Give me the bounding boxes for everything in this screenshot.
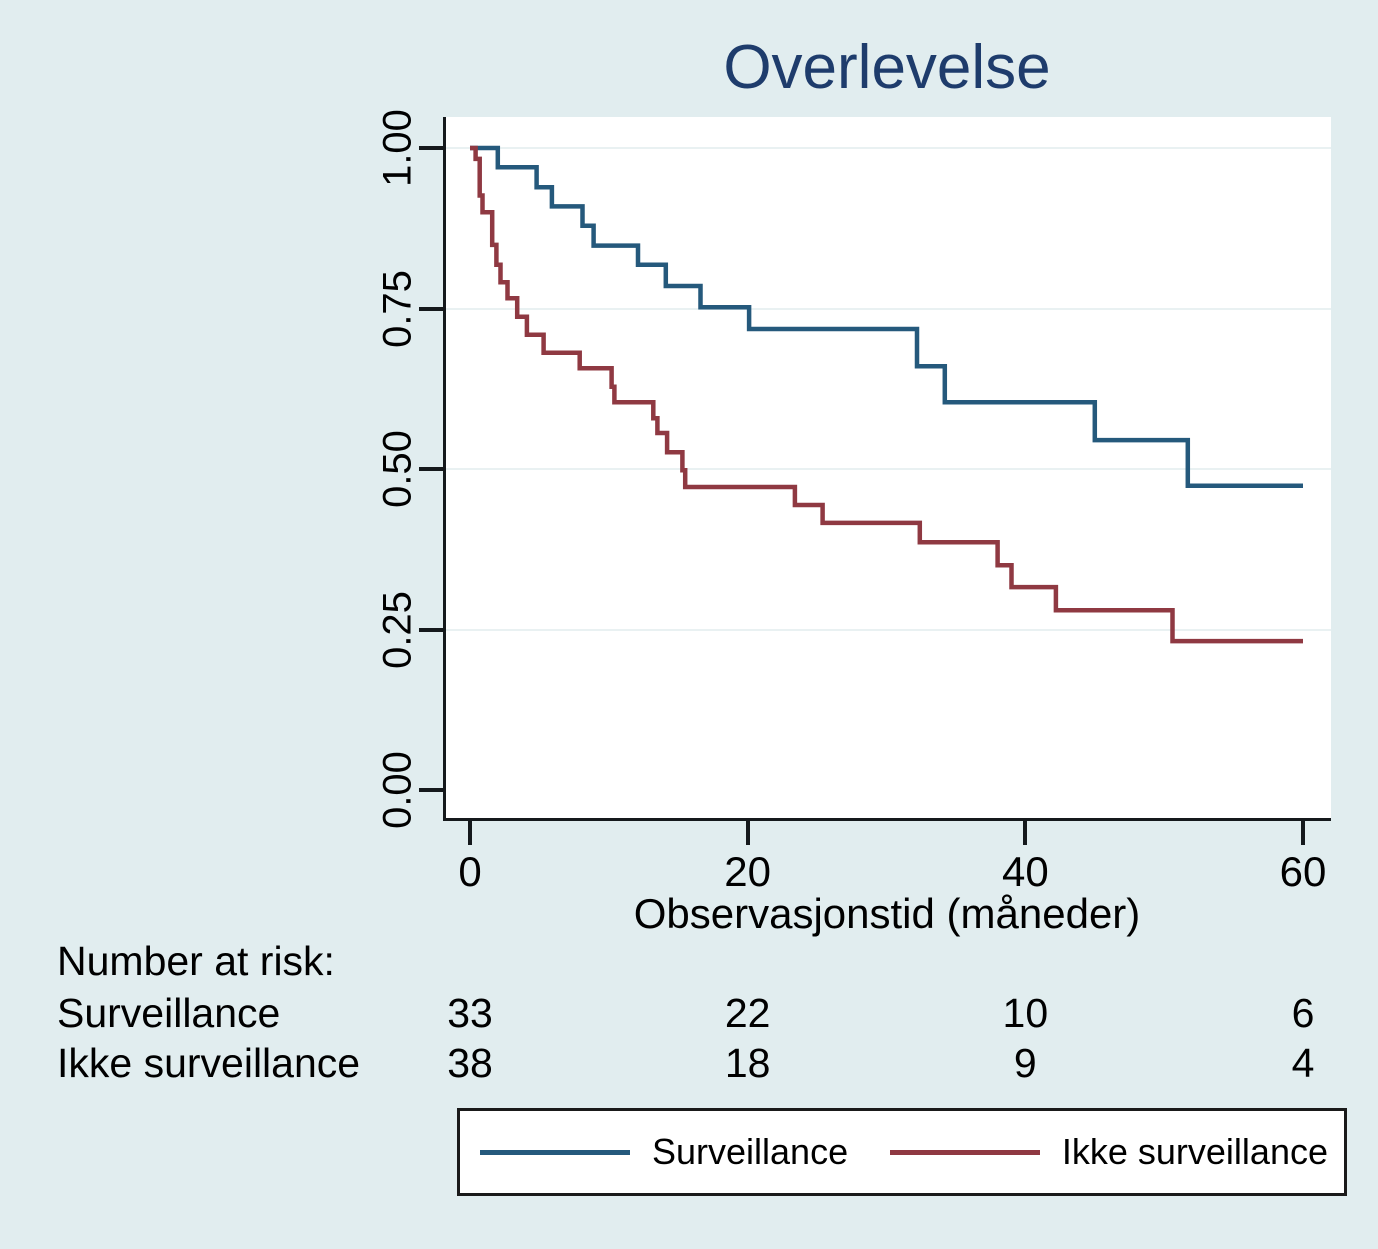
risk-count: 10	[1002, 990, 1049, 1036]
survival-curves	[470, 145, 1303, 644]
y-tick-label-0.25: 0.25	[375, 590, 420, 669]
risk-count: 6	[1291, 990, 1315, 1036]
x-tick-label-40: 40	[1001, 848, 1049, 895]
y-tick-1.00	[419, 146, 443, 150]
gridline-y-0.25	[446, 628, 1331, 631]
legend-item-ikke-surveillance: Ikke surveillance	[889, 1131, 1328, 1173]
risk-count: 33	[447, 990, 493, 1036]
x-tick-0	[468, 821, 472, 845]
x-tick-label-0: 0	[458, 848, 482, 895]
legend-line-sample	[480, 1149, 630, 1155]
legend-item-label: Surveillance	[652, 1131, 849, 1172]
risk-count: 38	[447, 1040, 493, 1086]
gridline-y-0.75	[446, 307, 1331, 310]
y-tick-label-0.75: 0.75	[375, 269, 420, 348]
risk-count: 22	[724, 990, 771, 1036]
gridline-y-1.00	[446, 147, 1331, 149]
plot-area	[443, 117, 1331, 821]
x-tick-40	[1023, 821, 1028, 845]
legend-item-label: Ikke surveillance	[1061, 1131, 1328, 1172]
x-tick-label-60: 60	[1279, 848, 1327, 895]
x-tick-label-20: 20	[724, 848, 772, 895]
x-tick-20	[745, 821, 750, 845]
risk-count: 4	[1291, 1040, 1315, 1086]
legend: Surveillance Ikke surveillance	[457, 1108, 1347, 1196]
legend-line-sample	[889, 1149, 1040, 1155]
y-tick-label-1.00: 1.00	[375, 109, 420, 187]
y-tick-0.00	[419, 788, 443, 792]
chart-title: Overlevelse	[723, 33, 1051, 102]
y-tick-0.25	[419, 627, 443, 632]
risk-row-label-surveillance: Surveillance	[57, 990, 281, 1036]
risk-count: 9	[1013, 1040, 1037, 1086]
legend-item-surveillance: Surveillance	[480, 1131, 848, 1173]
survival-curve-ikke-surveillance	[470, 145, 1303, 644]
y-tick-0.50	[419, 467, 443, 471]
risk-row-label-ikke-surveillance: Ikke surveillance	[57, 1040, 361, 1086]
x-tick-60	[1301, 821, 1305, 845]
survival-curve-surveillance	[470, 145, 1303, 488]
y-tick-label-0.00: 0.00	[375, 751, 420, 829]
y-tick-0.75	[419, 306, 443, 311]
y-tick-label-0.50: 0.50	[375, 430, 420, 508]
gridline-y-0.50	[446, 468, 1331, 470]
x-axis-title: Observasjonstid (måneder)	[633, 890, 1141, 937]
risk-count: 18	[724, 1040, 771, 1086]
risk-table-heading: Number at risk:	[57, 938, 335, 984]
